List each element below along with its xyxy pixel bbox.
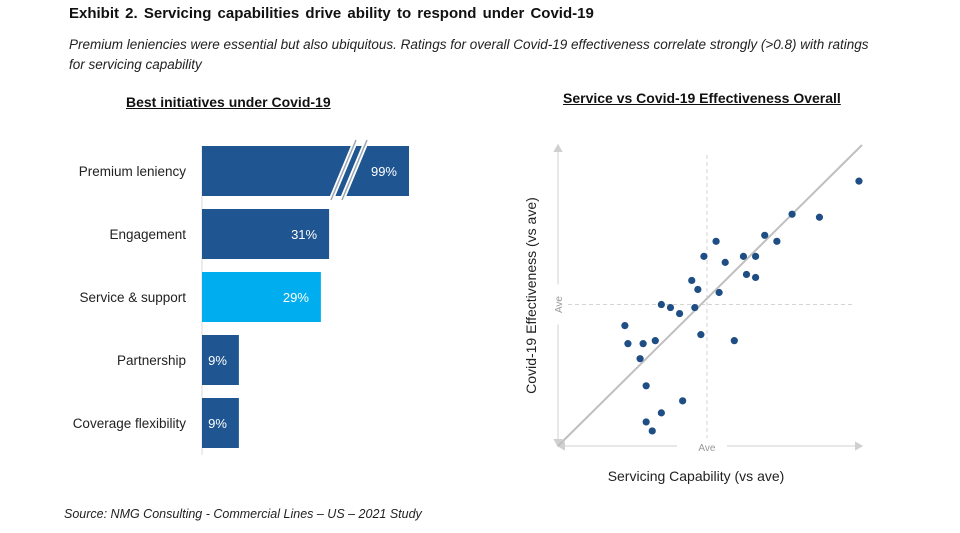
scatter-point	[621, 322, 629, 330]
y-average-label: Ave	[554, 296, 565, 313]
bar-category-label: Premium leniency	[79, 164, 187, 179]
scatter-point	[761, 231, 769, 239]
bar-premium-leniency	[202, 146, 409, 196]
bar-service-support	[202, 272, 321, 322]
scatter-point	[624, 340, 632, 348]
scatter-point	[642, 382, 650, 390]
scatter-point	[700, 252, 708, 260]
scatter-point	[657, 409, 665, 417]
scatter-point	[639, 340, 647, 348]
bar-engagement	[202, 209, 330, 259]
y-axis-title: Covid-19 Effectiveness (vs ave)	[523, 197, 539, 394]
bar-value-label: 99%	[371, 164, 397, 179]
source-note: Source: NMG Consulting - Commercial Line…	[64, 507, 422, 521]
axis-break-mark	[330, 139, 357, 201]
scatter-point	[815, 213, 824, 221]
bar-value-label: 9%	[208, 353, 227, 368]
scatter-point	[648, 427, 656, 435]
scatter-point	[651, 337, 659, 345]
scatter-chart-title: Service vs Covid-19 Effectiveness Overal…	[563, 90, 841, 106]
x-axis-title: Servicing Capability (vs ave)	[608, 468, 785, 484]
scatter-point	[712, 237, 720, 245]
scatter-point	[697, 331, 705, 339]
bar-value-label: 9%	[208, 416, 227, 431]
scatter-point	[855, 177, 863, 185]
scatter-point	[721, 258, 729, 266]
bar-chart-title: Best initiatives under Covid-19	[126, 94, 331, 110]
scatter-point	[666, 303, 675, 312]
scatter-point	[752, 273, 760, 282]
scatter-point	[642, 418, 650, 426]
exhibit-title: Exhibit 2. Servicing capabilities drive …	[69, 5, 594, 22]
scatter-point	[773, 237, 781, 245]
bar-category-label: Engagement	[109, 227, 186, 242]
scatter-point	[679, 397, 687, 405]
scatter-point	[739, 252, 748, 260]
bar-category-label: Coverage flexibility	[73, 416, 187, 431]
scatter-point	[657, 300, 665, 309]
scatter-point	[715, 288, 723, 297]
axis-break-mark	[341, 139, 368, 201]
scatter-point	[694, 285, 702, 294]
bar-coverage-flexibility	[202, 398, 239, 448]
bar-partnership	[202, 335, 239, 385]
bar-value-label: 29%	[283, 290, 309, 305]
scatter-point	[688, 276, 696, 285]
bar-value-label: 31%	[291, 227, 317, 242]
scatter-point	[742, 270, 751, 279]
scatter-point	[676, 309, 684, 318]
scatter-chart: Ave Ave Servicing Capability (vs ave) Covid…	[523, 143, 864, 484]
scatter-point	[788, 210, 796, 218]
scatter-point	[691, 303, 699, 312]
scatter-point	[730, 337, 738, 345]
bar-category-label: Service & support	[79, 290, 186, 305]
exhibit-subtitle: Premium leniencies were essential but al…	[69, 37, 869, 72]
bar-chart: Premium leniency 99% Engagement 31% Service …	[73, 139, 409, 455]
bar-category-label: Partnership	[117, 353, 186, 368]
scatter-point	[636, 355, 644, 363]
x-average-label: Ave	[698, 443, 715, 454]
trend-line	[557, 144, 863, 447]
scatter-point	[752, 252, 760, 260]
